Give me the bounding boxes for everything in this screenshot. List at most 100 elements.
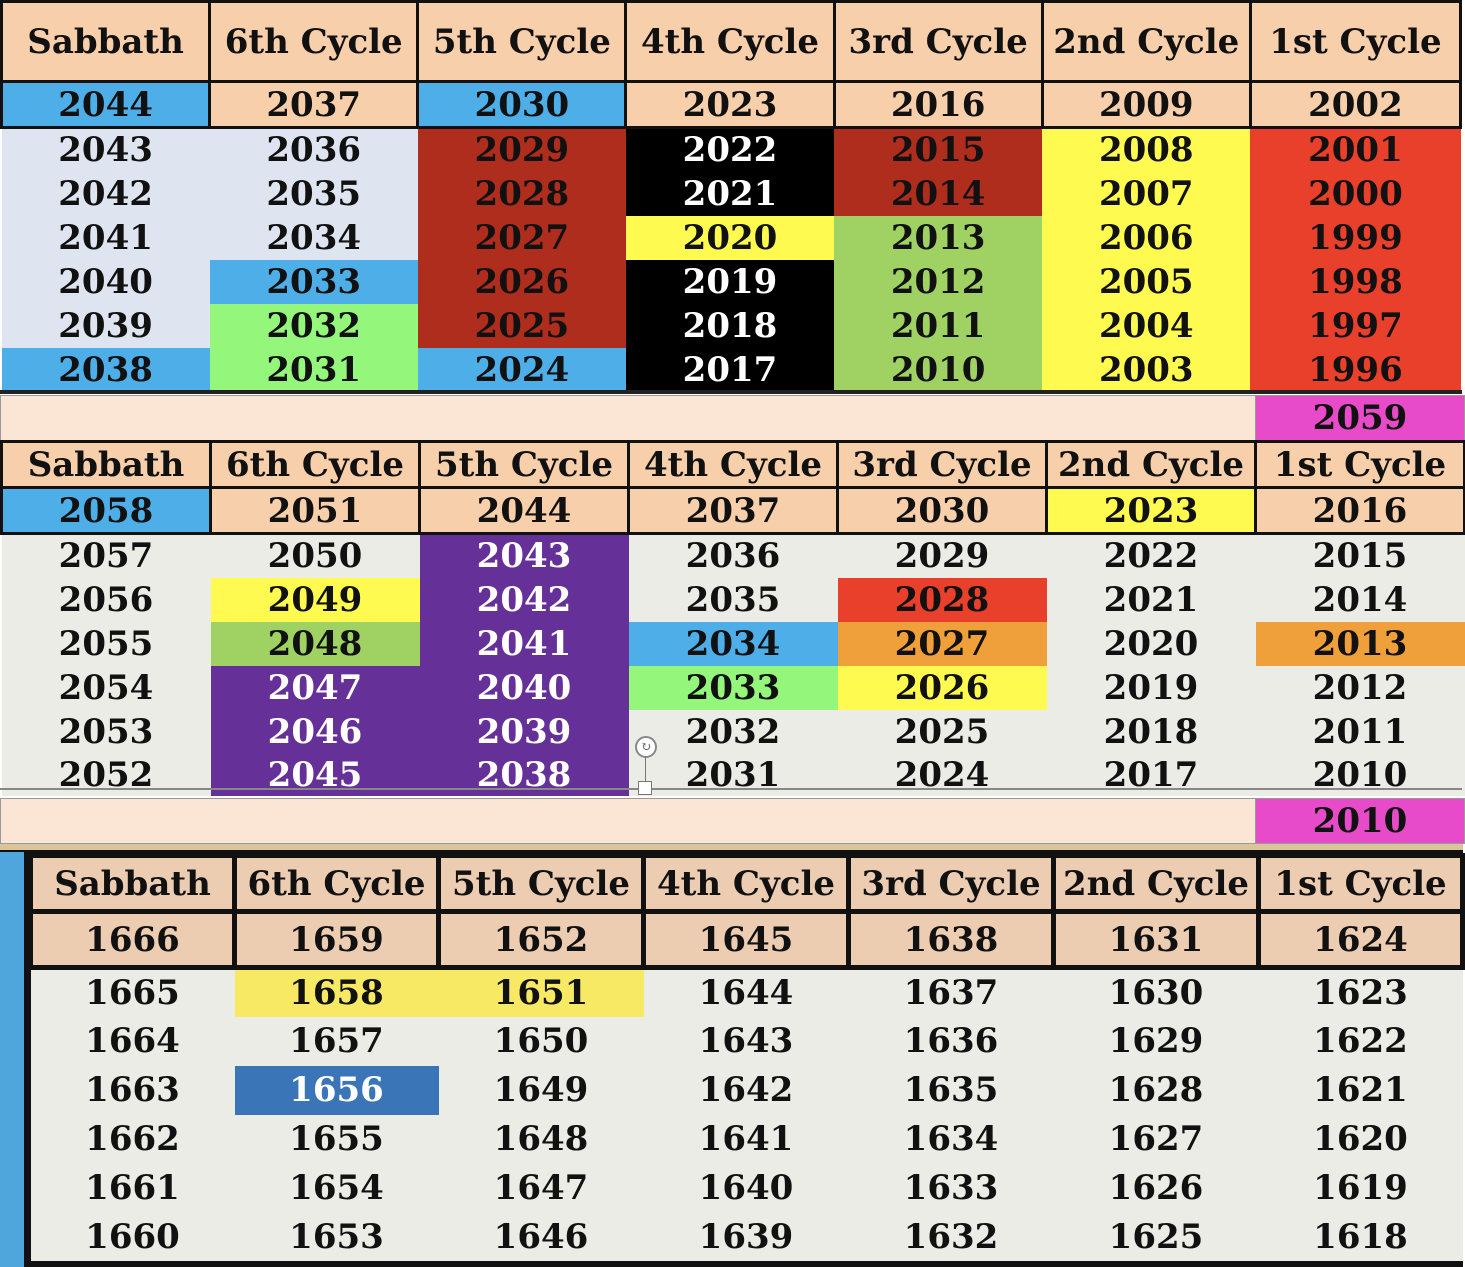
year-cell: 2015 <box>1255 533 1465 578</box>
cycle-start-cell: 1659 <box>232 909 441 970</box>
year-cell: 2020 <box>1046 621 1256 666</box>
year-cell: 2013 <box>1255 621 1465 666</box>
year-cell: 2022 <box>625 127 835 172</box>
year-cell: 1620 <box>1258 1114 1463 1164</box>
year-cell: 1629 <box>1053 1016 1259 1066</box>
year-cell: 2053 <box>1 709 211 754</box>
cycle-start-cell: 1624 <box>1256 909 1465 970</box>
year-cell: 2013 <box>834 215 1043 260</box>
year-cell: 1665 <box>30 967 235 1017</box>
year-cell: 2043 <box>419 533 629 578</box>
year-cell: 2039 <box>419 709 629 754</box>
year-cell: 1644 <box>643 967 849 1017</box>
year-cell: 1619 <box>1258 1163 1463 1213</box>
year-cell: 1633 <box>848 1163 1054 1213</box>
year-cell: 2033 <box>209 259 418 304</box>
year-cell: 2025 <box>837 709 1047 754</box>
year-cell: 2029 <box>417 127 626 172</box>
header-4th-cycle: 4th Cycle <box>624 0 836 83</box>
year-cell: 2025 <box>417 303 626 348</box>
year-cell: 2029 <box>837 533 1047 578</box>
year-cell: 2038 <box>1 347 210 392</box>
year-cell: 1642 <box>643 1065 849 1115</box>
table3-left-accent <box>0 852 24 1267</box>
cycle-start-cell: 2023 <box>1045 486 1257 535</box>
year-cell: 2007 <box>1042 171 1251 216</box>
year-cell: 1641 <box>643 1114 849 1164</box>
year-cell: 2041 <box>419 621 629 666</box>
year-cell: 1657 <box>234 1016 439 1066</box>
year-cell: 1627 <box>1053 1114 1259 1164</box>
year-cell: 1647 <box>438 1163 644 1213</box>
year-cell: 2035 <box>628 577 838 622</box>
year-cell: 2008 <box>1042 127 1251 172</box>
cycle-start-cell: 2023 <box>624 80 836 129</box>
year-cell: 2005 <box>1042 259 1251 304</box>
year-cell: 2031 <box>209 347 418 392</box>
header-sabbath: Sabbath <box>0 440 212 489</box>
year-cell: 2042 <box>1 171 210 216</box>
table3-top-stripe <box>0 844 1463 850</box>
year-cell: 1639 <box>643 1212 849 1261</box>
cycle-start-cell: 2037 <box>208 80 420 129</box>
year-cell: 1632 <box>848 1212 1054 1261</box>
year-cell: 1630 <box>1053 967 1259 1017</box>
year-cell: 2041 <box>1 215 210 260</box>
header-2nd-cycle: 2nd Cycle <box>1051 853 1261 914</box>
year-cell: 1628 <box>1053 1065 1259 1115</box>
year-cell: 1648 <box>438 1114 644 1164</box>
year-cell: 2040 <box>419 665 629 710</box>
header-3rd-cycle: 3rd Cycle <box>832 0 1044 83</box>
year-cell: 2021 <box>625 171 835 216</box>
year-cell: 2019 <box>625 259 835 304</box>
year-cell: 1622 <box>1258 1016 1463 1066</box>
sabbath-year-cell: 2058 <box>0 486 212 535</box>
year-cell: 1637 <box>848 967 1054 1017</box>
year-cell: 2018 <box>1046 709 1256 754</box>
year-cell: 2019 <box>1046 665 1256 710</box>
year-cell: 1660 <box>30 1212 235 1261</box>
sabbath-year-cell: 2044 <box>0 80 212 129</box>
header-4th-cycle: 4th Cycle <box>627 440 839 489</box>
year-cell: 2010 <box>834 347 1043 392</box>
year-cell: 1658 <box>234 967 439 1017</box>
extra-year-tag: 2059 <box>1255 395 1465 441</box>
year-cell: 2048 <box>210 621 420 666</box>
cycle-start-cell: 2044 <box>418 486 630 535</box>
cycle-start-cell: 1638 <box>846 909 1056 970</box>
year-cell: 1618 <box>1258 1212 1463 1261</box>
year-cell: 2020 <box>625 215 835 260</box>
year-cell: 2000 <box>1250 171 1461 216</box>
spacer-band <box>0 395 1256 441</box>
sabbath-year-cell: 1666 <box>28 909 237 970</box>
year-cell: 2040 <box>1 259 210 304</box>
header-5th-cycle: 5th Cycle <box>418 440 630 489</box>
year-cell: 2006 <box>1042 215 1251 260</box>
year-cell: 2039 <box>1 303 210 348</box>
year-cell: 2022 <box>1046 533 1256 578</box>
rotate-handle-icon[interactable]: ↻ <box>635 736 657 758</box>
year-cell: 2003 <box>1042 347 1251 392</box>
year-cell: 2014 <box>1255 577 1465 622</box>
year-cell: 2036 <box>209 127 418 172</box>
cycle-start-cell: 2009 <box>1040 80 1252 129</box>
extra-year-tag: 2010 <box>1255 798 1465 844</box>
spacer-band <box>0 798 1256 844</box>
header-sabbath: Sabbath <box>28 853 237 914</box>
year-cell: 2056 <box>1 577 211 622</box>
year-cell: 2028 <box>417 171 626 216</box>
year-cell: 2014 <box>834 171 1043 216</box>
resize-handle[interactable] <box>638 781 652 795</box>
cycle-table-1: Sabbath 6th Cycle 5th Cycle 4th Cycle 3r… <box>0 0 1463 392</box>
year-cell: 1655 <box>234 1114 439 1164</box>
year-cell: 1661 <box>30 1163 235 1213</box>
cycle-start-cell: 2016 <box>832 80 1044 129</box>
header-sabbath: Sabbath <box>0 0 212 83</box>
year-cell: 2034 <box>628 621 838 666</box>
year-cell: 2024 <box>417 347 626 392</box>
year-cell: 2004 <box>1042 303 1251 348</box>
year-cell: 2054 <box>1 665 211 710</box>
table1-bottom-border <box>0 390 1462 394</box>
cycle-table-3: Sabbath 6th Cycle 5th Cycle 4th Cycle 3r… <box>28 853 1465 1261</box>
cycle-start-cell: 2030 <box>416 80 628 129</box>
